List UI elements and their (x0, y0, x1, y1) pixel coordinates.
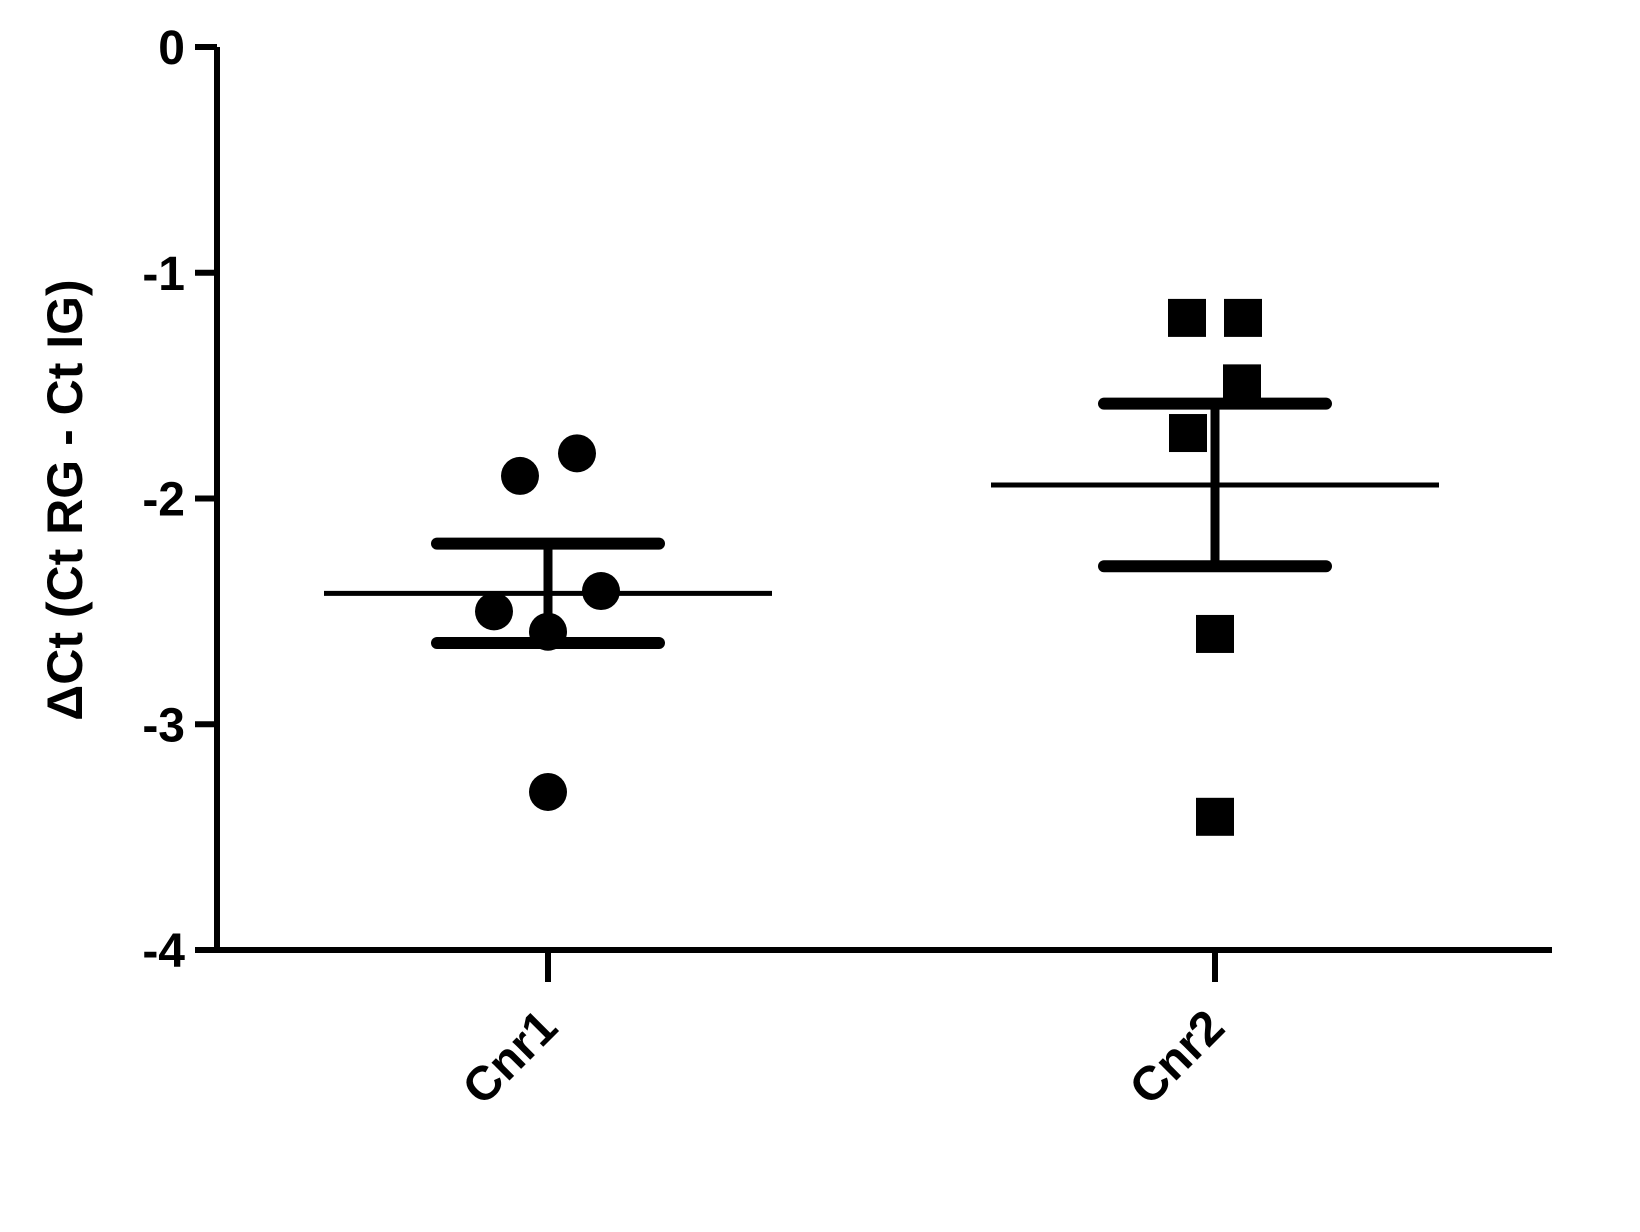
y-tick-label: -2 (142, 474, 185, 527)
data-point (1196, 614, 1234, 653)
data-point (1224, 298, 1262, 337)
data-point (1169, 414, 1207, 453)
data-point (501, 456, 539, 495)
data-point (529, 772, 567, 811)
y-axis-label: ΔCt (Ct RG - Ct IG) (37, 279, 93, 720)
data-point (1196, 797, 1234, 836)
data-point (1168, 298, 1206, 337)
data-point (558, 434, 596, 473)
data-point (1223, 364, 1261, 403)
x-tick-label: Cnr1 (453, 1000, 568, 1115)
x-tick-label: Cnr2 (1120, 1000, 1235, 1115)
data-point (475, 592, 513, 631)
y-tick-label: -4 (142, 925, 185, 978)
y-tick-label: 0 (158, 22, 185, 75)
y-tick-label: -3 (142, 699, 185, 752)
y-tick-label: -1 (142, 248, 185, 301)
